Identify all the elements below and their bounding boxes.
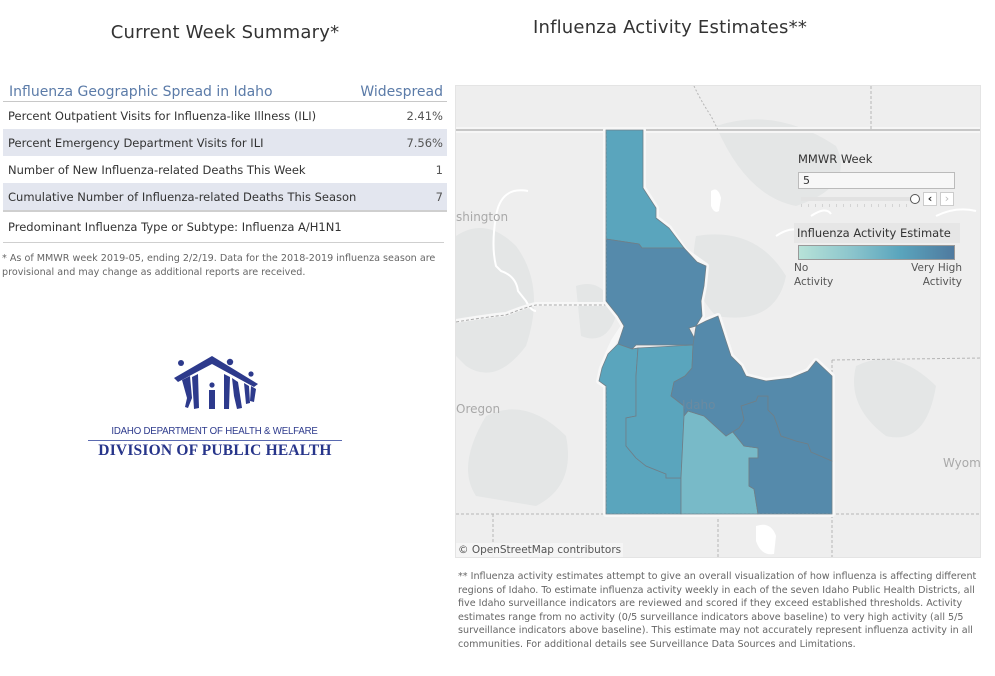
- mmwr-week-filter: MMWR Week ‹ ›: [798, 152, 958, 209]
- divider: [3, 210, 447, 212]
- idaho-label: Idaho: [682, 398, 716, 412]
- row-value: 2.41%: [406, 108, 443, 123]
- row-label: Percent Emergency Department Visits for …: [8, 135, 264, 150]
- chevron-right-icon: ›: [944, 192, 950, 205]
- geographic-spread-value: Widespread: [360, 84, 443, 100]
- map-canvas[interactable]: [456, 86, 981, 558]
- predominant-subtype: Predominant Influenza Type or Subtype: I…: [3, 212, 444, 243]
- district-7[interactable]: [670, 315, 833, 462]
- activity-legend: Influenza Activity Estimate No Activity …: [794, 223, 962, 289]
- map-title: Influenza Activity Estimates**: [532, 17, 808, 38]
- district-2[interactable]: [605, 238, 707, 350]
- mmwr-week-label: MMWR Week: [798, 152, 873, 166]
- week-slider-thumb[interactable]: [910, 194, 920, 204]
- idaho-district-map[interactable]: shington Oregon Idaho Wyom MMWR Week ‹ ›…: [455, 85, 981, 558]
- idhw-logo: IDAHO DEPARTMENT OF HEALTH & WELFARE DIV…: [86, 352, 346, 462]
- row-value: 7.56%: [406, 135, 443, 150]
- table-row: Percent Outpatient Visits for Influenza-…: [3, 102, 447, 129]
- activity-footnote: ** Influenza activity estimates attempt …: [458, 571, 977, 650]
- legend-title: Influenza Activity Estimate: [794, 223, 960, 243]
- geographic-spread-header: Influenza Geographic Spread in Idaho Wid…: [3, 82, 447, 102]
- geographic-spread-label: Influenza Geographic Spread in Idaho: [9, 84, 273, 100]
- week-slider-row: ‹ ›: [798, 191, 958, 209]
- row-value: 1: [435, 162, 443, 177]
- chevron-left-icon: ‹: [927, 192, 933, 205]
- legend-min-label: No: [794, 262, 809, 274]
- legend-gradient: [798, 245, 955, 260]
- week-slider-ticks: [801, 204, 913, 207]
- row-label: Cumulative Number of Influenza-related D…: [8, 189, 357, 204]
- wyoming-label: Wyom: [943, 456, 981, 470]
- week-slider-track[interactable]: [801, 197, 913, 201]
- next-week-button[interactable]: ›: [940, 192, 954, 206]
- row-label: Percent Outpatient Visits for Influenza-…: [8, 108, 317, 123]
- current-week-summary-table: Influenza Geographic Spread in Idaho Wid…: [3, 82, 447, 243]
- logo-divider: [88, 440, 342, 441]
- legend-max-label-2: Activity: [922, 276, 962, 288]
- legend-labels: No Activity Very High Activity: [794, 261, 962, 289]
- table-row: Cumulative Number of Influenza-related D…: [3, 183, 447, 210]
- previous-week-button[interactable]: ‹: [923, 192, 937, 206]
- summary-footnote: * As of MMWR week 2019-05, ending 2/2/19…: [2, 253, 436, 278]
- summary-title: Current Week Summary*: [110, 22, 340, 43]
- row-label: Number of New Influenza-related Deaths T…: [8, 162, 306, 177]
- logo-department-text: IDAHO DEPARTMENT OF HEALTH & WELFARE: [111, 425, 318, 437]
- oregon-label: Oregon: [456, 402, 501, 416]
- map-attribution[interactable]: © OpenStreetMap contributors: [456, 543, 624, 557]
- row-value: 7: [435, 189, 443, 204]
- house-family-icon: [174, 356, 258, 409]
- legend-max-label: Very High: [911, 262, 962, 274]
- legend-min-label-2: Activity: [794, 276, 834, 288]
- table-row: Number of New Influenza-related Deaths T…: [3, 156, 447, 183]
- table-row: Percent Emergency Department Visits for …: [3, 129, 447, 156]
- washington-label: shington: [456, 210, 509, 224]
- logo-division-text: DIVISION OF PUBLIC HEALTH: [98, 442, 332, 459]
- mmwr-week-input[interactable]: [798, 172, 955, 189]
